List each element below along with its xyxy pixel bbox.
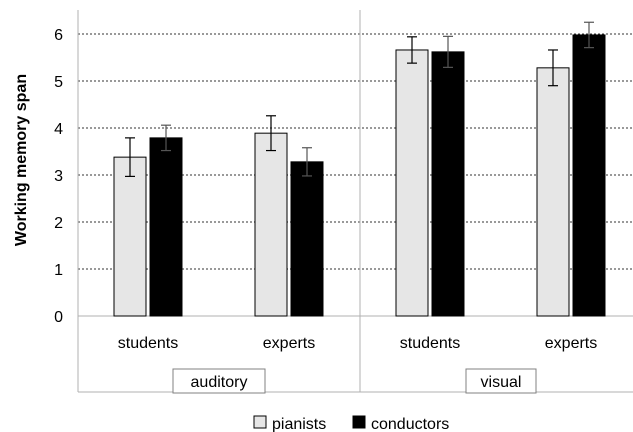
- y-tick-label: 5: [54, 74, 63, 91]
- bar-conductors-experts: [572, 34, 606, 317]
- group-label: auditory: [191, 374, 248, 391]
- group-label-box: [172, 368, 266, 394]
- category-label: experts: [263, 335, 315, 352]
- legend: pianists conductors: [253, 415, 449, 432]
- y-tick-label: 4: [54, 121, 63, 138]
- error-bars: [125, 21, 594, 178]
- category-label: students: [118, 335, 178, 352]
- bar-pianists-students: [395, 49, 429, 317]
- y-tick-label: 6: [54, 27, 63, 44]
- group-label: visual: [481, 374, 522, 391]
- y-tick-label: 3: [54, 168, 63, 185]
- bar-conductors-students: [431, 51, 465, 317]
- bar-pianists-experts: [254, 132, 288, 317]
- bar-conductors-experts: [290, 161, 324, 317]
- legend-swatch-pianists: [253, 415, 267, 429]
- y-tick-label: 2: [54, 215, 63, 232]
- bar-pianists-students: [113, 156, 147, 317]
- category-label: experts: [545, 335, 597, 352]
- y-axis-label: Working memory span: [13, 74, 30, 246]
- legend-label-conductors: conductors: [371, 416, 449, 432]
- bar-pianists-experts: [536, 67, 570, 317]
- category-label: students: [400, 335, 460, 352]
- legend-swatch-conductors: [352, 415, 366, 429]
- bars: [113, 34, 606, 317]
- group-label-box: [465, 368, 537, 394]
- y-tick-label: 1: [54, 262, 63, 279]
- y-tick-labels: 0 1 2 3 4 5 6: [54, 27, 63, 326]
- category-labels: students experts students experts: [118, 335, 597, 352]
- legend-label-pianists: pianists: [272, 416, 326, 432]
- bar-conductors-students: [149, 137, 183, 317]
- y-tick-label: 0: [54, 309, 63, 326]
- group-labels: auditory visual: [172, 368, 537, 394]
